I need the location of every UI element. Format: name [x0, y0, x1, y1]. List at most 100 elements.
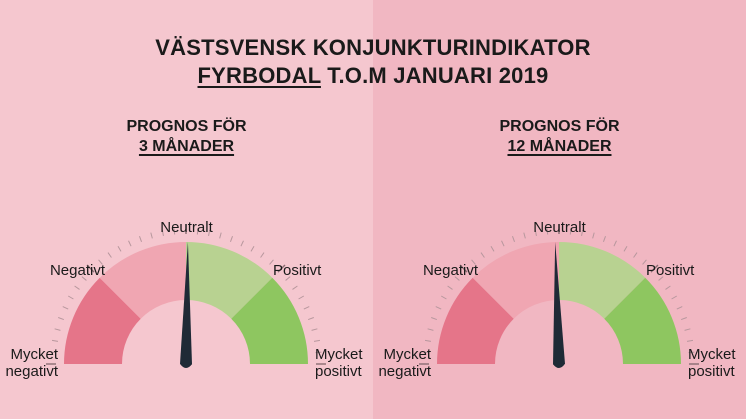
gauge-tick: [51, 339, 59, 342]
label-very-positive: Mycket positivt: [315, 346, 363, 380]
gauge-tick: [229, 236, 233, 243]
gauge-tick: [602, 236, 606, 243]
label-very-negative: Mycket negativt: [5, 346, 58, 380]
page-title: VÄSTSVENSK KONJUNKTURINDIKATOR FYRBODAL …: [0, 34, 746, 90]
label-very-positive-line-2: positivt: [315, 363, 362, 380]
label-neutral: Neutralt: [160, 219, 213, 236]
gauge-tick: [650, 264, 659, 273]
gauge-tick: [459, 264, 468, 273]
gauge-tick: [424, 339, 432, 342]
gauge-tick: [688, 351, 695, 354]
gauge-tick: [676, 306, 683, 310]
gauge-tick: [277, 264, 286, 273]
gauge-tick: [569, 228, 572, 235]
title-period: T.O.M JANUARI 2019: [327, 63, 549, 88]
gauge-tick: [633, 252, 638, 258]
gauge-tick: [219, 232, 222, 239]
gauge-tick: [50, 351, 57, 354]
title-region: FYRBODAL: [197, 63, 321, 88]
gauge-tick: [240, 240, 244, 247]
gauge-tick: [139, 236, 143, 243]
gauge-tick: [196, 228, 199, 235]
gauge-tick: [313, 339, 321, 342]
gauge-needle: [553, 242, 565, 369]
gauge-tick: [86, 264, 95, 273]
gauge-tick: [471, 259, 476, 265]
gauge-tick: [440, 295, 447, 300]
segment-very-positive: [231, 277, 308, 364]
gauge-tick: [665, 285, 671, 290]
gauge-tick: [303, 306, 310, 310]
gauge-tick: [613, 240, 617, 247]
gauge-tick: [315, 351, 322, 354]
gauge-graphic: [46, 224, 326, 369]
gauge-tick: [423, 351, 430, 354]
forecast-heading-12-months: PROGNOS FÖR 12 MÅNADER: [373, 117, 746, 157]
label-very-positive: Mycket positivt: [688, 346, 736, 380]
forecast-heading-line-2: 3 MÅNADER: [138, 138, 235, 155]
gauge-tick: [54, 328, 61, 331]
gauge-tick: [581, 229, 584, 237]
gauge-tick: [285, 276, 291, 281]
title-line-1: VÄSTSVENSK KONJUNKTURINDIKATOR: [155, 35, 591, 60]
gauge-tick: [523, 232, 526, 239]
gauge-tick: [260, 252, 265, 258]
gauge-3-months: Neutralt Negativt Positivt Mycket negati…: [0, 200, 373, 419]
label-very-negative-line-1: Mycket: [10, 346, 58, 363]
label-very-negative: Mycket negativt: [378, 346, 431, 380]
gauge-tick: [81, 276, 87, 281]
label-neutral: Neutralt: [533, 219, 586, 236]
segment-very-negative: [437, 277, 514, 364]
label-very-positive-line-2: positivt: [688, 363, 735, 380]
gauge-tick: [686, 339, 694, 342]
gauge-tick: [208, 229, 211, 237]
gauge-tick: [480, 252, 485, 258]
gauge-tick: [67, 295, 74, 300]
gauge-tick: [161, 229, 164, 237]
label-very-negative-line-2: negativt: [378, 363, 431, 380]
gauge-tick: [311, 328, 318, 331]
gauge-tick: [62, 306, 69, 310]
label-very-positive-line-1: Mycket: [688, 346, 736, 363]
label-negative: Negativt: [49, 262, 105, 279]
gauge-tick: [534, 229, 537, 237]
gauge-tick: [592, 232, 595, 239]
gauge-tick: [658, 276, 664, 281]
gauge-graphic: [419, 224, 699, 369]
label-negative: Negativt: [422, 262, 478, 279]
gauge-tick: [117, 245, 122, 252]
gauge-tick: [454, 276, 460, 281]
gauge-tick: [680, 317, 687, 321]
gauge-tick: [623, 245, 628, 252]
label-very-negative-line-2: negativt: [5, 363, 58, 380]
gauge-tick: [107, 252, 112, 258]
segment-very-positive: [604, 277, 681, 364]
segment-very-negative: [64, 277, 141, 364]
gauge-tick: [307, 317, 314, 321]
gauge-tick: [269, 259, 274, 265]
gauge-tick: [431, 317, 438, 321]
segment-positive: [186, 242, 273, 319]
gauge-needle: [180, 242, 192, 369]
segment-positive: [559, 242, 646, 319]
forecast-heading-line-2: 12 MÅNADER: [507, 138, 612, 155]
gauge-tick: [58, 317, 65, 321]
segment-negative: [472, 242, 559, 319]
gauge-tick: [427, 328, 434, 331]
gauge-tick: [642, 259, 647, 265]
gauge-tick: [671, 295, 678, 300]
gauge-tick: [98, 259, 103, 265]
label-positive: Positivt: [646, 262, 695, 279]
label-very-negative-line-1: Mycket: [383, 346, 431, 363]
gauge-tick: [512, 236, 516, 243]
forecast-heading-line-1: PROGNOS FÖR: [499, 118, 620, 135]
gauge-tick: [435, 306, 442, 310]
label-positive: Positivt: [273, 262, 322, 279]
gauge-12-months: Neutralt Negativt Positivt Mycket negati…: [373, 200, 746, 419]
title-line-2: FYRBODAL T.O.M JANUARI 2019: [0, 62, 746, 90]
gauge-tick: [250, 245, 255, 252]
label-very-positive-line-1: Mycket: [315, 346, 363, 363]
forecast-heading-3-months: PROGNOS FÖR 3 MÅNADER: [0, 117, 373, 157]
gauge-tick: [546, 228, 549, 235]
gauge-tick: [447, 285, 453, 290]
